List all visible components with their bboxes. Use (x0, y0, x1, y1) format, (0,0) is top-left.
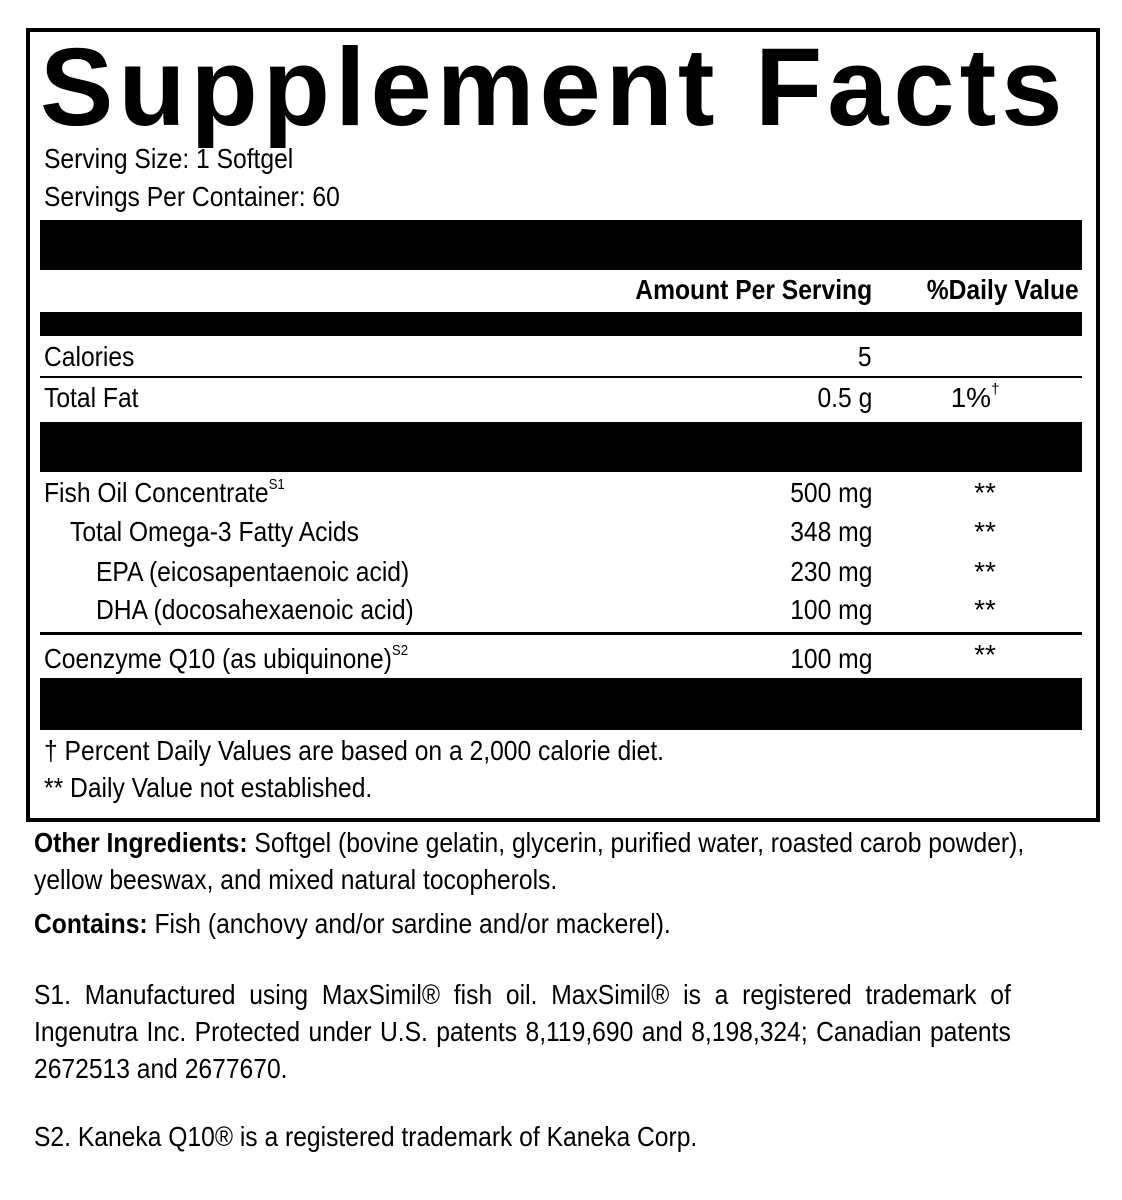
divider-bar (40, 422, 1082, 472)
nutrient-name: DHA (docosahexaenoic acid) (96, 594, 414, 625)
nutrient-amount: 5 (858, 341, 872, 372)
nutrient-name: Coenzyme Q10 (as ubiquinone)S2 (44, 642, 409, 674)
divider-bar (40, 678, 1082, 730)
servings-per-container: Servings Per Container: 60 (44, 181, 340, 212)
divider-bar (40, 312, 1082, 336)
nutrient-name: Total Omega-3 Fatty Acids (70, 516, 359, 547)
nutrient-dv: ** (974, 594, 996, 625)
facts-panel-border (26, 28, 1100, 822)
serving-size: Serving Size: 1 Softgel (44, 143, 294, 174)
nutrient-amount: 348 mg (789, 516, 872, 547)
nutrient-amount: 0.5 g (817, 382, 872, 413)
amount-header: Amount Per Serving (635, 274, 872, 305)
nutrient-name: Total Fat (44, 382, 139, 413)
nutrient-name: Fish Oil ConcentrateS1 (44, 476, 285, 508)
other-ingredients: Other Ingredients: Softgel (bovine gelat… (34, 827, 1025, 895)
divider-line (40, 376, 1082, 378)
divider-line (40, 632, 1082, 635)
nutrient-name: Calories (44, 341, 135, 372)
nutrient-dv: 1%† (950, 381, 1000, 413)
contains-statement: Contains: Fish (anchovy and/or sardine a… (34, 908, 671, 939)
footnote-daily-values: † Percent Daily Values are based on a 2,… (44, 735, 665, 766)
divider-bar (40, 220, 1082, 270)
nutrient-amount: 100 mg (789, 643, 872, 674)
nutrient-dv: ** (974, 516, 996, 547)
footnote-not-established: ** Daily Value not established. (44, 772, 373, 803)
nutrient-dv: ** (974, 477, 996, 508)
footnote-s1: S1. Manufactured using MaxSimil® fish oi… (34, 979, 1011, 1084)
nutrient-name: EPA (eicosapentaenoic acid) (96, 556, 410, 587)
nutrient-amount: 100 mg (789, 594, 872, 625)
nutrient-amount: 230 mg (789, 556, 872, 587)
nutrient-amount: 500 mg (789, 477, 872, 508)
footnote-s2: S2. Kaneka Q10® is a registered trademar… (34, 1121, 698, 1152)
page-title: Supplement Facts (40, 26, 1068, 149)
nutrient-dv: ** (974, 639, 996, 670)
dv-header: %Daily Value (926, 274, 1079, 305)
nutrient-dv: ** (974, 556, 996, 587)
